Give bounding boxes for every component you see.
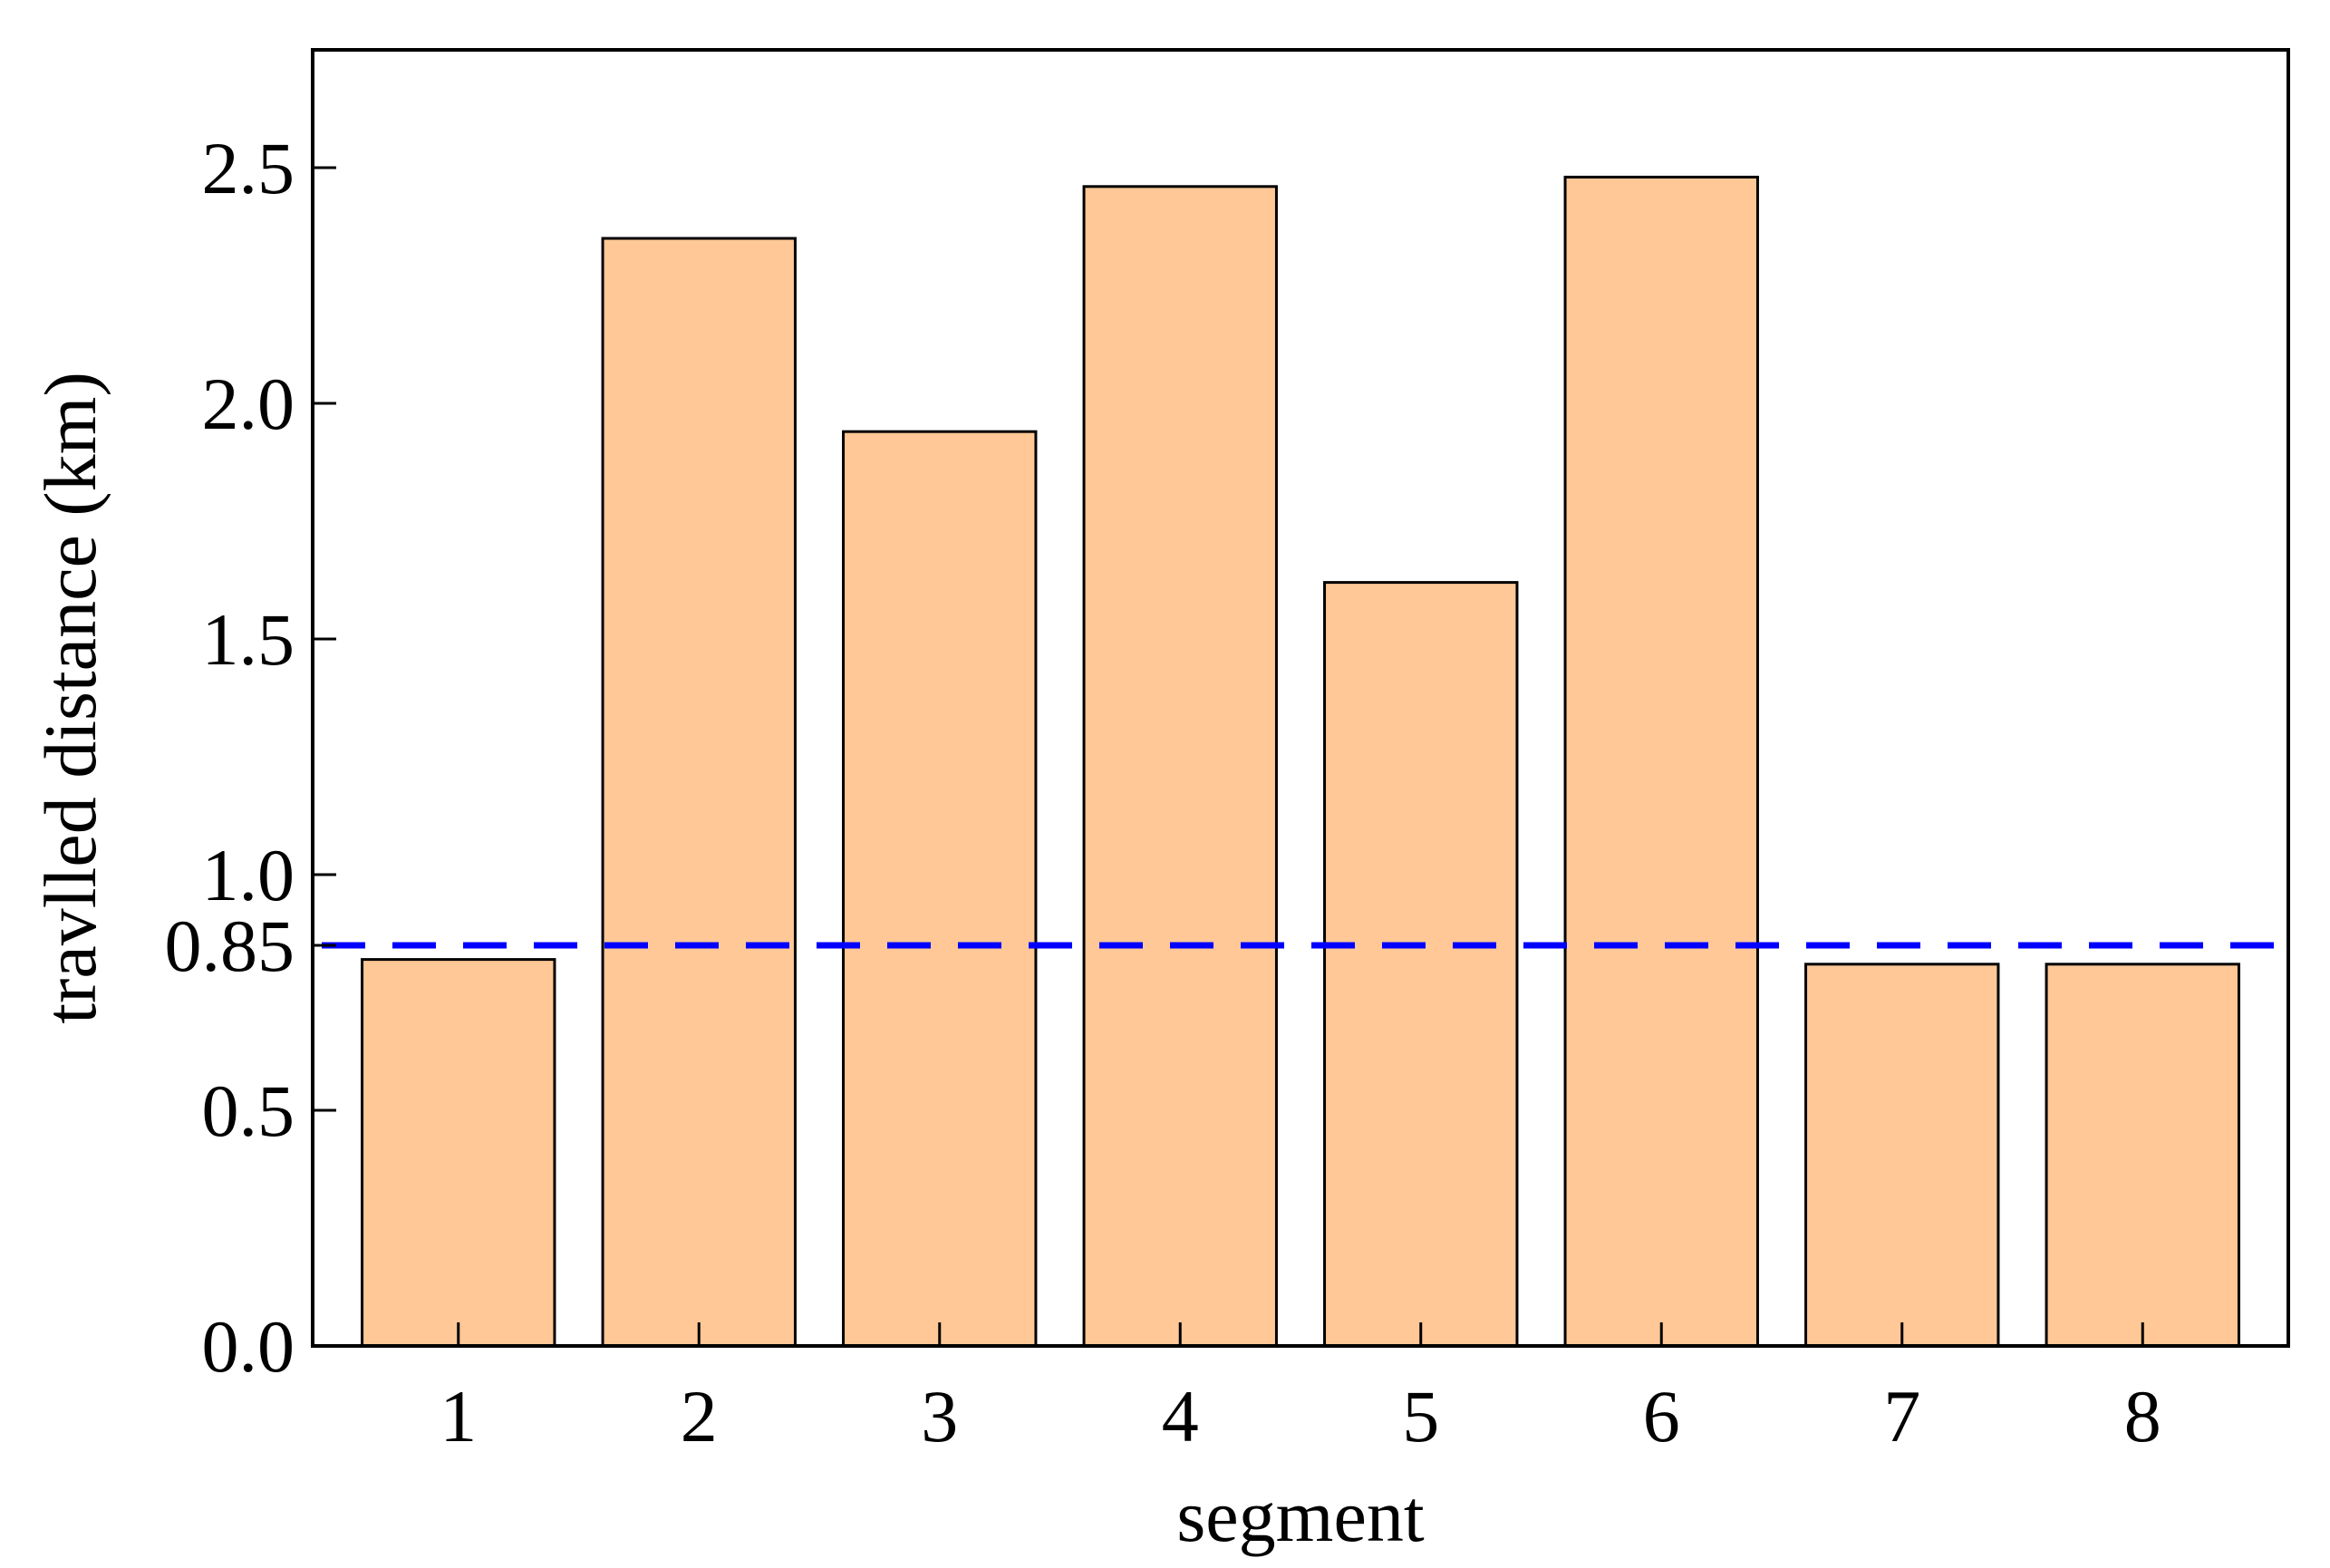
x-tick-label-6: 6 bbox=[1643, 1375, 1680, 1457]
x-tick-label-4: 4 bbox=[1162, 1375, 1199, 1457]
bar-6 bbox=[1563, 175, 1759, 1348]
y-tick-label-0.0: 0.0 bbox=[202, 1305, 295, 1388]
bar-8 bbox=[2045, 963, 2240, 1348]
x-axis-title: segment bbox=[1176, 1475, 1424, 1557]
y-axis-title: travlled distance (km) bbox=[29, 372, 111, 1024]
y-tick-label-1.0: 1.0 bbox=[202, 834, 295, 916]
bar-4 bbox=[1082, 185, 1278, 1348]
x-tick-label-5: 5 bbox=[1402, 1375, 1439, 1457]
y-tick-label-2.0: 2.0 bbox=[202, 363, 295, 445]
bar-1 bbox=[361, 958, 556, 1348]
x-tick-labels: 1 2 3 4 5 6 7 8 bbox=[440, 1375, 2161, 1457]
plot-frame bbox=[311, 48, 2290, 1348]
bar-2 bbox=[601, 237, 797, 1348]
bar-7 bbox=[1804, 963, 2000, 1348]
x-tick-label-1: 1 bbox=[440, 1375, 477, 1457]
bars-layer bbox=[361, 175, 2240, 1348]
y-tick-label-0.5: 0.5 bbox=[202, 1070, 295, 1152]
y-tick-label-1.5: 1.5 bbox=[202, 598, 295, 681]
x-tick-label-3: 3 bbox=[921, 1375, 958, 1457]
x-tick-label-7: 7 bbox=[1883, 1375, 1920, 1457]
x-tick-label-8: 8 bbox=[2124, 1375, 2161, 1457]
bar-5 bbox=[1323, 581, 1519, 1348]
y-tick-label-2.5: 2.5 bbox=[202, 127, 295, 209]
x-tick-label-2: 2 bbox=[681, 1375, 718, 1457]
bar-3 bbox=[842, 430, 1038, 1348]
y-tick-label-0.85: 0.85 bbox=[165, 905, 295, 987]
y-tick-labels: 0.0 0.5 0.851.0 1.5 2.0 2.5 bbox=[165, 127, 295, 1388]
